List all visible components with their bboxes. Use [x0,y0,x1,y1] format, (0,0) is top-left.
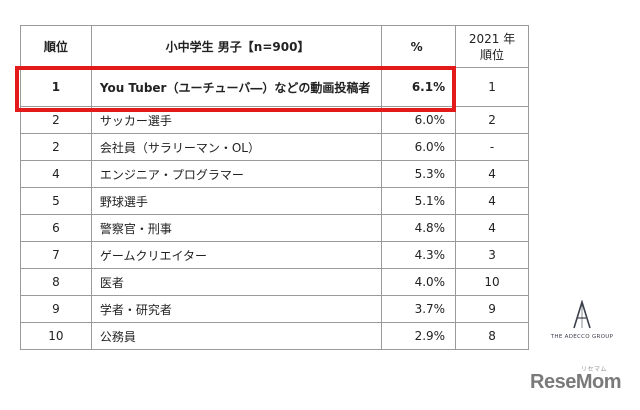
row-percent: 6.1% [381,67,457,107]
row-job: サッカー選手 [90,106,383,134]
row-percent: 5.3% [381,160,457,188]
row-rank: 7 [20,241,92,269]
table-header-row: 順位 小中学生 男子【n=900】 % 2021 年 順位 [20,25,529,68]
row-job: 野球選手 [90,187,383,215]
table-row: 5 野球選手 5.1% 4 [20,187,529,215]
row-job: 会社員（サラリーマン・OL） [90,133,383,161]
row-percent: 2.9% [381,322,457,350]
row-job: 公務員 [90,322,383,350]
row-prev-rank: - [455,133,529,161]
row-rank: 9 [20,295,92,323]
row-prev-rank: 4 [455,187,529,215]
row-percent: 6.0% [381,133,457,161]
adecco-logo: THE ADECCO GROUP [544,300,620,340]
row-prev-rank: 3 [455,241,529,269]
row-prev-rank: 8 [455,322,529,350]
row-rank: 10 [20,322,92,350]
adecco-name: THE ADECCO GROUP [550,334,614,340]
table-row: 2 会社員（サラリーマン・OL） 6.0% - [20,133,529,161]
table-row: 2 サッカー選手 6.0% 2 [20,106,529,134]
row-rank: 2 [20,133,92,161]
table-row: 10 公務員 2.9% 8 [20,322,529,350]
row-percent: 6.0% [381,106,457,134]
header-percent: % [381,25,457,68]
row-percent: 4.3% [381,241,457,269]
row-prev-rank: 1 [455,67,529,107]
table-row: 8 医者 4.0% 10 [20,268,529,296]
row-percent: 5.1% [381,187,457,215]
row-job: 医者 [90,268,383,296]
table-row: 9 学者・研究者 3.7% 9 [20,295,529,323]
header-prev-rank: 2021 年 順位 [455,25,529,68]
row-job: 学者・研究者 [90,295,383,323]
header-rank: 順位 [20,25,92,68]
row-prev-rank: 4 [455,214,529,242]
row-percent: 4.0% [381,268,457,296]
table-row: 6 警察官・刑事 4.8% 4 [20,214,529,242]
row-rank: 8 [20,268,92,296]
row-rank: 2 [20,106,92,134]
row-rank: 1 [20,67,92,107]
row-percent: 3.7% [381,295,457,323]
row-job: エンジニア・プログラマー [90,160,383,188]
row-job: ゲームクリエイター [90,241,383,269]
header-prev-year: 2021 年 [468,31,516,46]
row-prev-rank: 10 [455,268,529,296]
row-job: You Tuber（ユーチューバ―）などの動画投稿者 [90,67,383,107]
resemom-ruby: リセマム [580,367,607,373]
table-row: 1 You Tuber（ユーチューバ―）などの動画投稿者 6.1% 1 [20,67,529,107]
row-prev-rank: 4 [455,160,529,188]
row-percent: 4.8% [381,214,457,242]
row-rank: 6 [20,214,92,242]
resemom-wordmark: ReseMom [530,371,621,393]
row-rank: 5 [20,187,92,215]
resemom-logo: リセマム ReseMom [530,367,621,394]
header-prev-rank-label: 順位 [480,47,505,62]
row-prev-rank: 2 [455,106,529,134]
row-prev-rank: 9 [455,295,529,323]
table-row: 7 ゲームクリエイター 4.3% 3 [20,241,529,269]
row-rank: 4 [20,160,92,188]
adecco-a-icon [573,300,591,329]
table-row: 4 エンジニア・プログラマー 5.3% 4 [20,160,529,188]
row-job: 警察官・刑事 [90,214,383,242]
header-job: 小中学生 男子【n=900】 [90,25,383,68]
ranking-table: 順位 小中学生 男子【n=900】 % 2021 年 順位 1 You Tube… [20,25,529,350]
